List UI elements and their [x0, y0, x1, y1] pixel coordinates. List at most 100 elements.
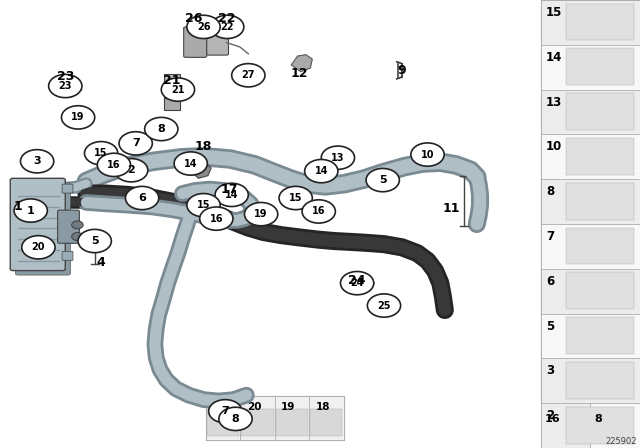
Circle shape — [119, 132, 152, 155]
Text: 7: 7 — [546, 230, 554, 243]
Bar — [566, 4, 634, 40]
Text: 15: 15 — [289, 193, 303, 203]
Bar — [541, 179, 640, 224]
Text: 14: 14 — [546, 51, 563, 64]
Circle shape — [72, 233, 83, 241]
Text: 15: 15 — [196, 200, 211, 210]
Text: 20: 20 — [31, 242, 45, 252]
Text: 23: 23 — [56, 69, 74, 83]
Bar — [566, 183, 634, 220]
Circle shape — [145, 117, 178, 141]
Bar — [566, 93, 634, 130]
Bar — [541, 134, 640, 179]
Bar — [541, 0, 640, 448]
Circle shape — [358, 278, 374, 289]
Text: 26: 26 — [184, 12, 202, 26]
Text: 22: 22 — [218, 12, 236, 26]
Circle shape — [279, 186, 312, 210]
Text: 24: 24 — [350, 278, 364, 288]
Text: 13: 13 — [546, 95, 562, 109]
Text: 4: 4 — [97, 255, 106, 269]
Text: 15: 15 — [546, 6, 563, 19]
Text: 19: 19 — [71, 112, 85, 122]
Text: 2: 2 — [127, 165, 135, 175]
Circle shape — [379, 297, 392, 306]
Text: 14: 14 — [225, 190, 239, 200]
Circle shape — [244, 202, 278, 226]
Text: 1: 1 — [27, 206, 35, 215]
Bar — [566, 272, 634, 309]
Polygon shape — [221, 192, 240, 206]
Text: 25: 25 — [377, 301, 391, 310]
Bar — [276, 409, 308, 436]
Bar — [275, 396, 309, 440]
Text: 11: 11 — [442, 202, 460, 215]
Text: 19: 19 — [254, 209, 268, 219]
Circle shape — [321, 146, 355, 169]
Text: 19: 19 — [281, 402, 296, 412]
Bar — [207, 409, 239, 436]
Bar — [310, 409, 342, 436]
Bar — [566, 407, 634, 444]
Circle shape — [174, 152, 207, 175]
Bar — [566, 228, 634, 264]
Text: 27: 27 — [212, 402, 227, 412]
Text: 16: 16 — [107, 160, 121, 170]
Text: 10: 10 — [420, 150, 435, 159]
FancyBboxPatch shape — [58, 210, 79, 243]
Circle shape — [215, 183, 248, 207]
Polygon shape — [291, 55, 312, 72]
Text: 12: 12 — [291, 67, 308, 81]
Text: 20: 20 — [246, 402, 261, 412]
Text: 8: 8 — [157, 124, 165, 134]
Circle shape — [366, 168, 399, 192]
Bar — [541, 90, 640, 134]
Text: 1: 1 — [13, 200, 22, 214]
Bar — [541, 0, 640, 45]
Bar — [566, 48, 634, 85]
Text: 22: 22 — [220, 22, 234, 32]
FancyBboxPatch shape — [164, 74, 180, 101]
Circle shape — [20, 150, 54, 173]
Bar — [541, 358, 640, 403]
Bar — [206, 396, 344, 440]
Text: 23: 23 — [58, 81, 72, 91]
Bar — [541, 45, 640, 90]
Text: 21: 21 — [171, 85, 185, 95]
Text: 6: 6 — [546, 275, 554, 288]
Bar — [241, 409, 273, 436]
Bar — [590, 403, 640, 448]
FancyBboxPatch shape — [15, 183, 70, 275]
Polygon shape — [191, 164, 211, 178]
Text: 10: 10 — [546, 140, 562, 154]
Text: 24: 24 — [348, 273, 366, 287]
Circle shape — [49, 74, 82, 98]
Bar — [541, 269, 640, 314]
Text: 14: 14 — [314, 166, 328, 176]
Circle shape — [14, 199, 47, 222]
Circle shape — [302, 200, 335, 223]
Polygon shape — [61, 84, 82, 98]
Circle shape — [97, 153, 131, 177]
Text: 6: 6 — [138, 193, 146, 203]
Text: 14: 14 — [184, 159, 198, 168]
Text: 3: 3 — [546, 364, 554, 378]
Text: 8: 8 — [546, 185, 554, 198]
Text: 8: 8 — [232, 414, 239, 424]
Text: 5: 5 — [379, 175, 387, 185]
Text: 5: 5 — [91, 236, 99, 246]
Text: 26: 26 — [196, 22, 211, 32]
Circle shape — [161, 78, 195, 101]
Text: 8: 8 — [595, 414, 602, 424]
Text: 16: 16 — [209, 214, 223, 224]
Bar — [566, 138, 634, 175]
Circle shape — [78, 229, 111, 253]
Circle shape — [72, 221, 83, 229]
FancyBboxPatch shape — [207, 26, 228, 55]
Text: 17: 17 — [220, 182, 238, 196]
Bar — [206, 396, 241, 440]
Text: 7: 7 — [132, 138, 140, 148]
Bar — [541, 224, 640, 269]
Text: 18: 18 — [195, 140, 212, 154]
Bar — [241, 396, 275, 440]
